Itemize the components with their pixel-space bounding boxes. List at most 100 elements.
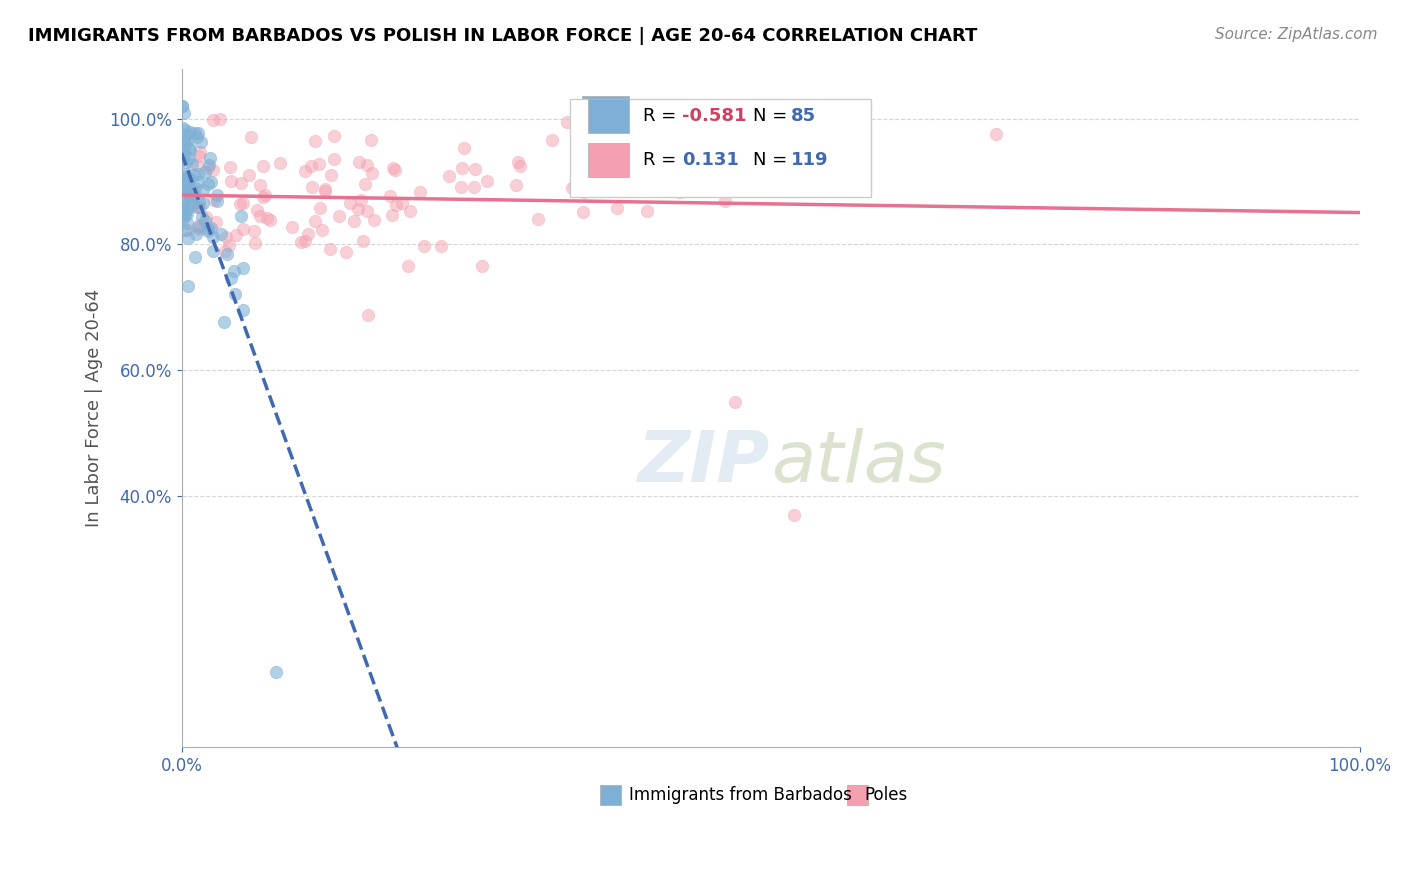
Point [172,177,194,191]
Point [471,260,494,274]
Point [572,205,595,219]
Point [177,133,200,147]
Point [208,112,231,126]
Point [172,146,194,161]
Point [396,259,419,273]
Point [669,185,692,199]
Point [294,164,316,178]
Point [219,174,242,188]
Text: N =: N = [765,103,804,121]
Point [238,168,260,182]
Point [180,181,202,195]
Y-axis label: In Labor Force | Age 20-64: In Labor Force | Age 20-64 [86,289,103,527]
Point [180,198,202,212]
Text: 85: 85 [790,107,815,125]
Point [197,161,219,176]
Point [201,244,224,259]
Text: 0.131: 0.131 [688,148,745,166]
Point [170,99,193,113]
Point [187,175,209,189]
Point [190,135,212,149]
Point [323,152,346,166]
Point [335,244,357,259]
Point [172,121,194,136]
Point [174,170,197,185]
Point [179,125,201,139]
Point [527,212,550,227]
Point [231,210,253,224]
Point [172,186,194,200]
Point [177,171,200,186]
Point [184,227,207,241]
Point [197,178,219,192]
Point [319,168,342,182]
Point [173,137,195,152]
Point [356,203,378,218]
Text: R =: R = [644,107,682,125]
Point [183,168,205,182]
Point [328,209,350,223]
Point [356,157,378,171]
Point [205,194,228,208]
Point [361,166,384,180]
Point [564,178,586,192]
Point [451,161,474,175]
Point [194,213,217,227]
Text: -0.581: -0.581 [682,107,747,125]
Point [229,196,252,211]
Point [772,162,794,177]
Point [578,161,600,176]
Point [352,235,374,249]
Point [360,133,382,147]
Point [409,185,432,199]
Point [202,193,225,207]
Point [311,223,333,237]
Point [384,163,406,178]
Point [399,203,422,218]
Point [174,183,197,197]
Point [297,227,319,241]
Point [174,128,197,142]
FancyBboxPatch shape [588,144,630,178]
Point [253,187,276,202]
Point [176,216,198,230]
Text: Poles: Poles [865,786,908,804]
Point [179,190,201,204]
Point [172,211,194,225]
Point [353,177,375,191]
Point [657,130,679,145]
Text: 119: 119 [806,148,844,166]
Point [188,200,211,214]
Text: R =: R = [647,103,686,121]
Point [183,250,205,264]
Point [308,201,330,215]
FancyBboxPatch shape [571,99,870,197]
Point [179,141,201,155]
Point [193,183,215,197]
Point [187,167,209,181]
Point [177,185,200,199]
Point [200,151,222,165]
Point [357,308,380,322]
Point [172,171,194,186]
Point [173,133,195,147]
Point [363,213,385,227]
Point [173,106,195,120]
Point [575,142,598,156]
Point [541,132,564,146]
Point [240,129,263,144]
Point [381,161,404,175]
Point [232,303,254,318]
Point [232,260,254,275]
Point [172,197,194,211]
Point [174,206,197,220]
Text: -0.581: -0.581 [688,103,752,121]
Text: N =: N = [752,107,793,125]
Point [215,247,238,261]
Point [190,145,212,159]
Point [187,222,209,236]
Point [173,167,195,181]
Point [183,186,205,201]
Point [294,235,316,249]
Point [350,194,373,208]
